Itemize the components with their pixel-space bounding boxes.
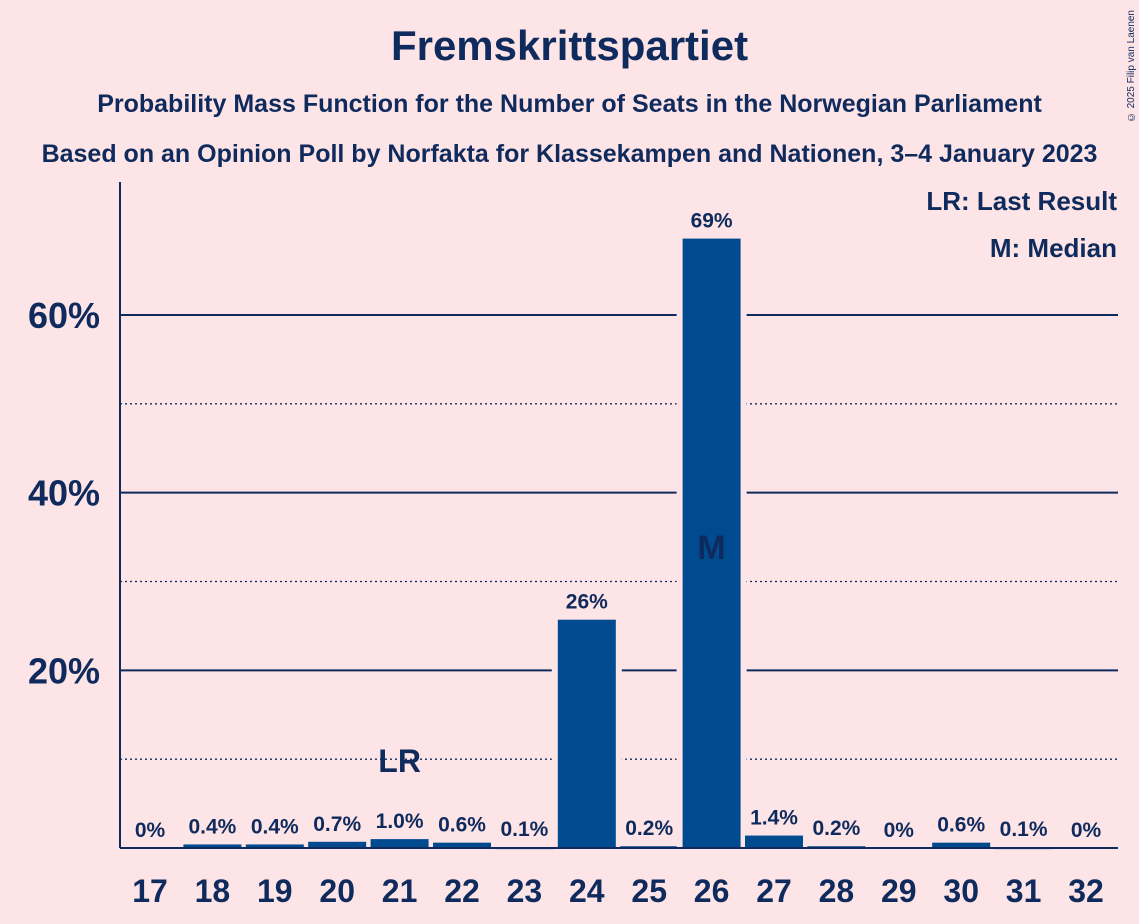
x-tick-label: 31 [1006, 873, 1042, 909]
x-tick-label: 17 [132, 873, 168, 909]
bar [183, 844, 242, 848]
x-tick-label: 32 [1068, 873, 1104, 909]
median-marker: M [697, 529, 725, 567]
x-tick-label: 29 [881, 873, 917, 909]
x-tick-label: 26 [694, 873, 730, 909]
bar-value-label: 69% [691, 210, 733, 233]
bar-value-label: 0.2% [625, 817, 673, 840]
bar-value-label: 0.2% [812, 817, 860, 840]
bar-value-label: 0.1% [1000, 818, 1048, 841]
x-tick-label: 21 [382, 873, 418, 909]
bar-value-label: 0.4% [188, 815, 236, 838]
bar-value-label: 1.4% [750, 807, 798, 830]
bar-value-label: 0% [135, 819, 166, 842]
x-tick-label: 24 [569, 873, 605, 909]
bar [682, 238, 741, 848]
chart-subtitle-source: Based on an Opinion Poll by Norfakta for… [41, 140, 1098, 168]
bar-value-label: 0.6% [438, 814, 486, 837]
bar [370, 839, 429, 848]
bar [932, 842, 991, 848]
last-result-marker: LR [378, 743, 421, 779]
bar [745, 835, 803, 848]
bar [557, 619, 616, 848]
bar-value-label: 0% [1071, 819, 1102, 842]
legend-last-result: LR: Last Result [926, 186, 1117, 216]
bar-value-label: 0.6% [937, 814, 985, 837]
chart-subtitle: Probability Mass Function for the Number… [97, 90, 1042, 118]
bar [308, 841, 367, 848]
y-tick-label: 40% [28, 473, 100, 514]
x-tick-label: 18 [195, 873, 231, 909]
x-tick-label: 25 [631, 873, 667, 909]
x-tick-label: 20 [319, 873, 355, 909]
bar-value-label: 0.7% [313, 813, 361, 836]
bar [433, 842, 491, 848]
bar-value-label: 0.1% [500, 818, 548, 841]
legend-median: M: Median [990, 233, 1117, 263]
x-tick-label: 28 [819, 873, 855, 909]
bar-value-label: 0% [884, 819, 915, 842]
bar-value-label: 0.4% [251, 815, 299, 838]
bar-value-label: 26% [566, 591, 608, 614]
y-tick-label: 60% [28, 295, 100, 336]
x-tick-label: 27 [756, 873, 792, 909]
x-tick-label: 22 [444, 873, 480, 909]
bar [245, 844, 304, 848]
x-tick-label: 19 [257, 873, 293, 909]
x-tick-label: 23 [507, 873, 543, 909]
chart-title: Fremskrittspartiet [390, 22, 749, 69]
y-tick-label: 20% [28, 650, 100, 691]
bar-value-label: 1.0% [376, 810, 424, 833]
x-tick-label: 30 [943, 873, 979, 909]
